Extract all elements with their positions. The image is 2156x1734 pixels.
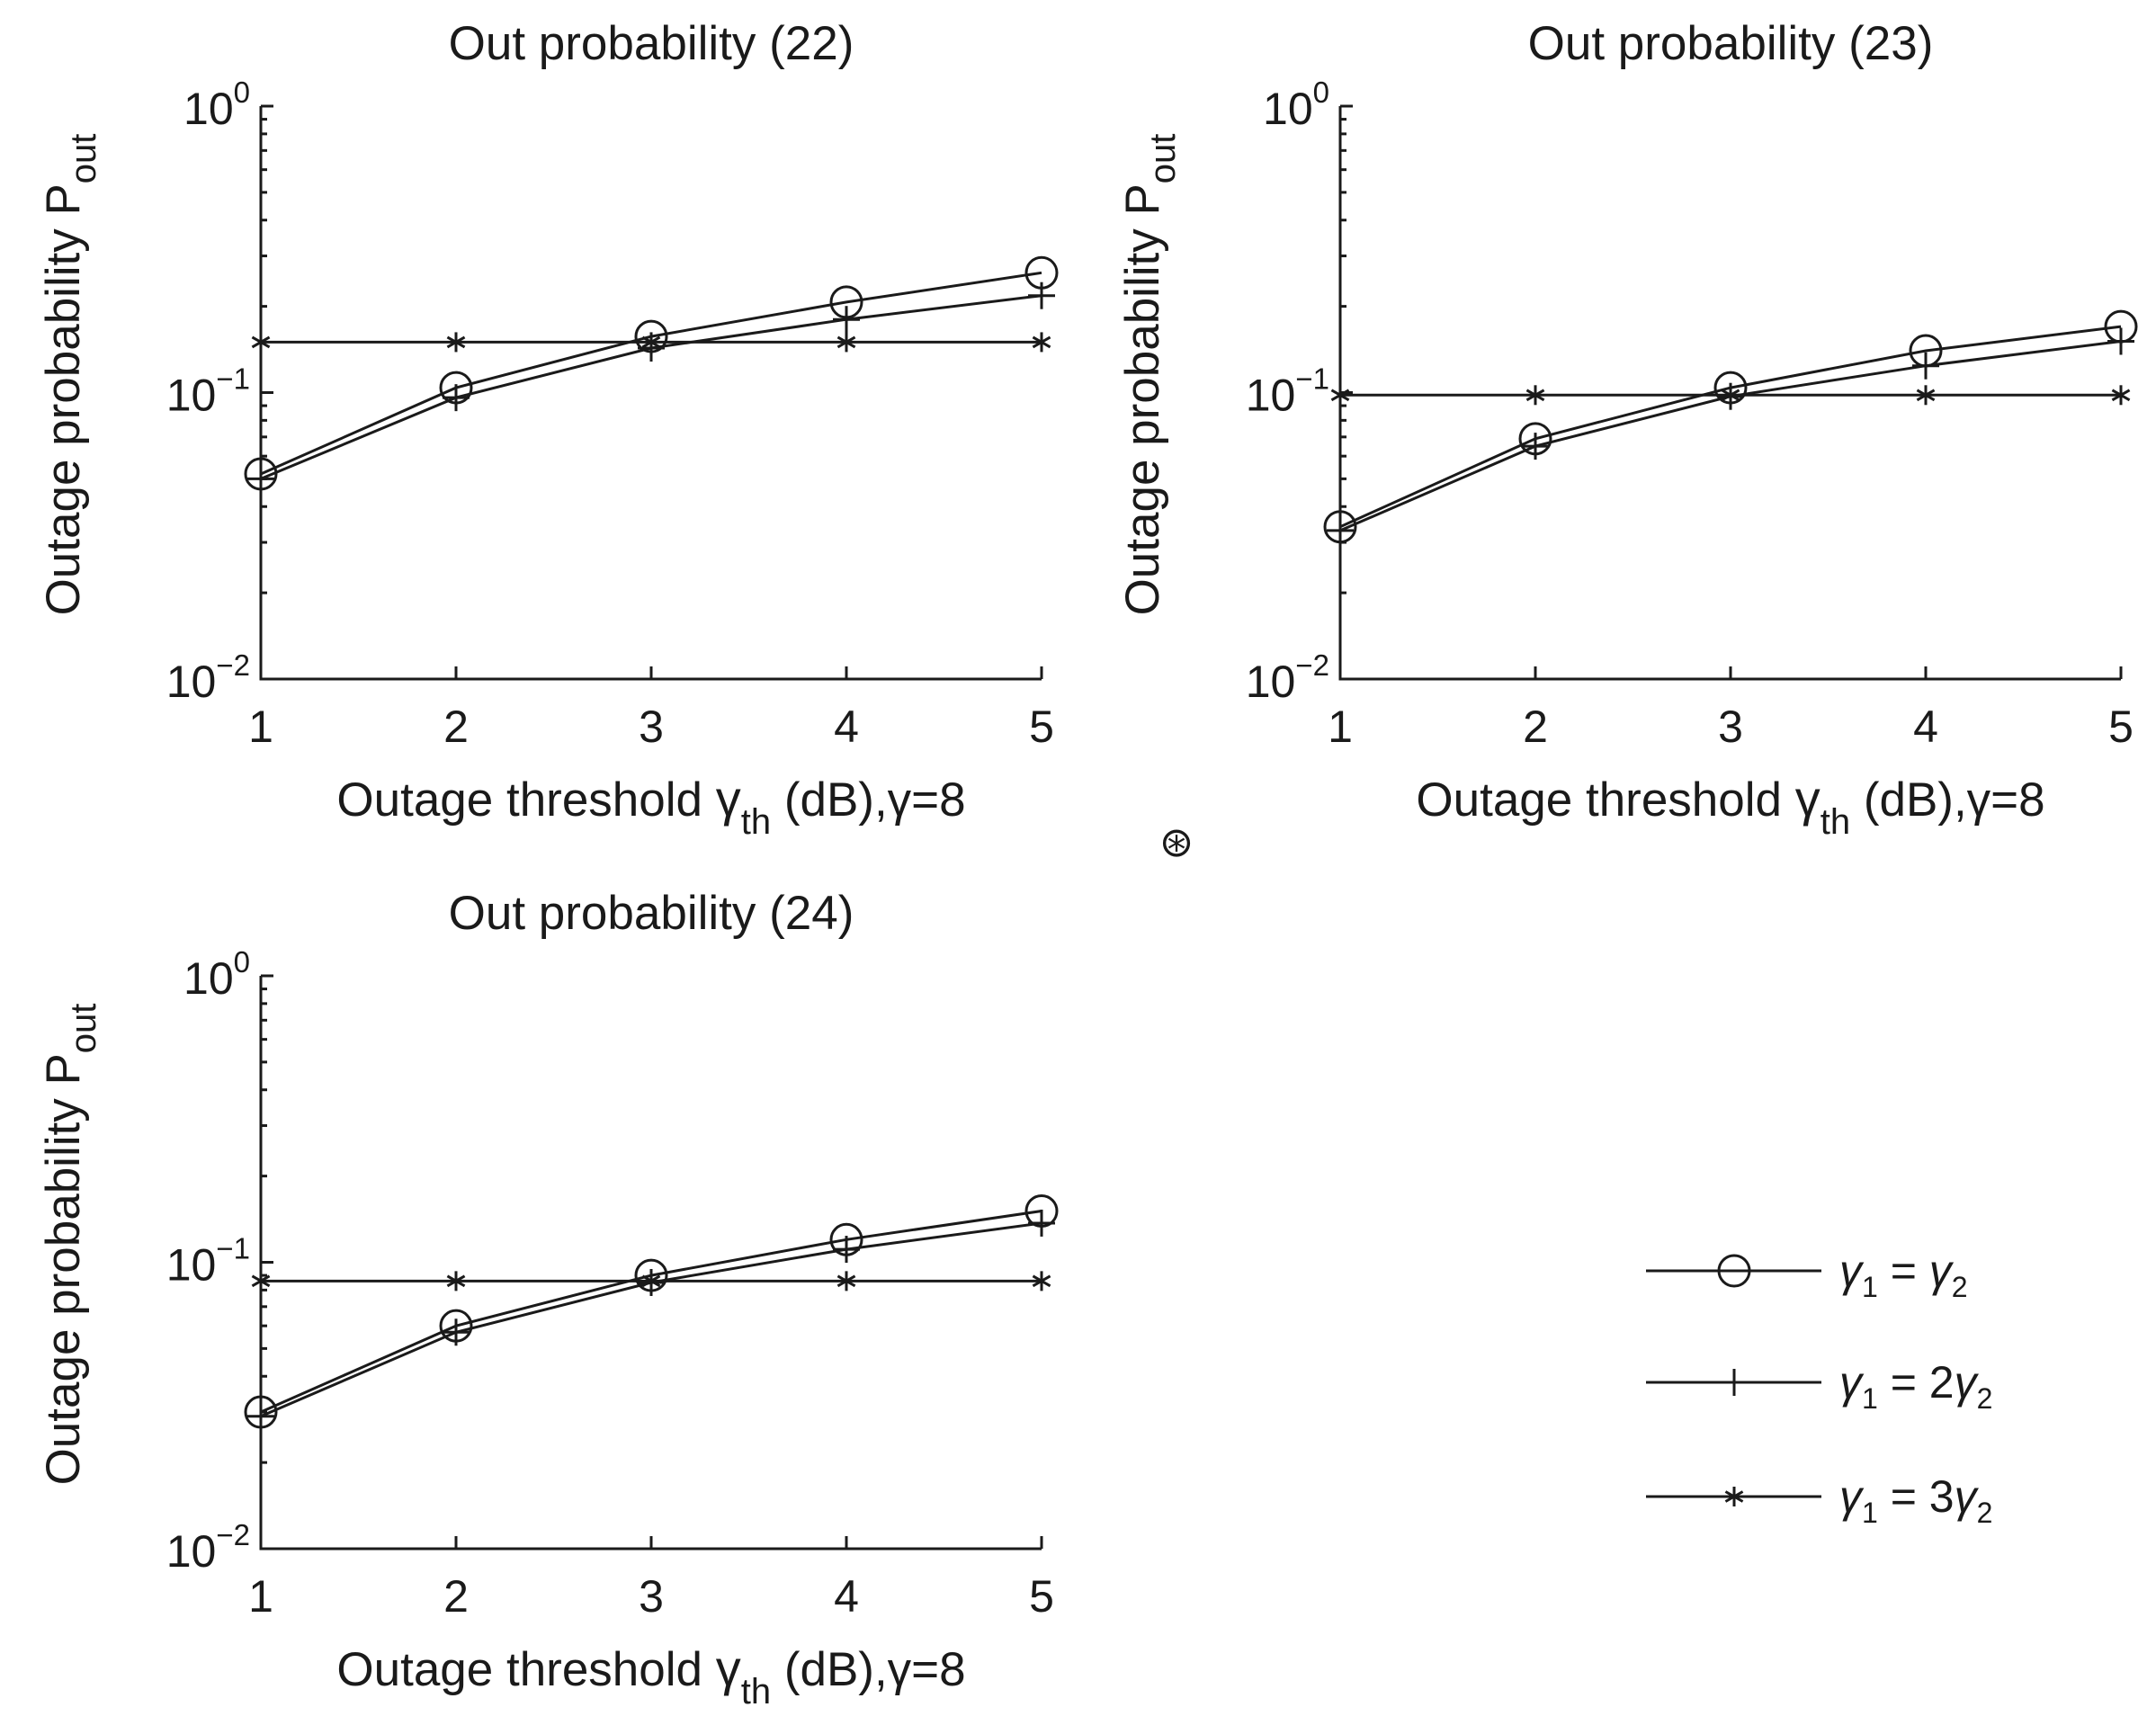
series-plus bbox=[247, 282, 1055, 493]
y-tick-label: 10−1 bbox=[166, 1232, 250, 1291]
data-point bbox=[836, 332, 856, 353]
subplot-1: 1 2 3 4 5 10−2 10−1 100 Out probability (22) Outa… bbox=[37, 17, 1059, 842]
y-tick-label: 100 bbox=[1263, 76, 1329, 134]
y-tick-label: 10−1 bbox=[166, 362, 250, 421]
series-line bbox=[260, 1221, 1042, 1418]
data-point bbox=[1327, 516, 1354, 544]
data-point bbox=[443, 384, 470, 412]
data-point bbox=[2111, 385, 2131, 406]
data-point bbox=[1525, 385, 1545, 406]
legend-marker bbox=[1724, 1487, 1744, 1506]
x-tick-label: 4 bbox=[834, 702, 859, 752]
data-point bbox=[1330, 385, 1350, 406]
x-tick-label: 3 bbox=[639, 702, 664, 752]
series-line bbox=[1339, 340, 2122, 532]
data-point bbox=[1912, 352, 1939, 380]
x-axis-label: Outage threshold γth (dB),γ=8 bbox=[336, 770, 965, 842]
data-point bbox=[446, 332, 466, 353]
data-point bbox=[1028, 1209, 1055, 1237]
data-point bbox=[1721, 385, 1740, 406]
data-point bbox=[833, 306, 860, 334]
x-tick-label: 1 bbox=[248, 702, 273, 752]
x-tick-label: 5 bbox=[2108, 702, 2134, 752]
series-circle bbox=[244, 1193, 1059, 1429]
data-point bbox=[1916, 385, 1936, 406]
legend-marker bbox=[1717, 1254, 1751, 1288]
axis-box bbox=[259, 106, 1042, 681]
legend-label: γ1 = 3γ2 bbox=[1839, 1471, 1992, 1529]
y-axis-label: Outage probability Pout bbox=[37, 1004, 103, 1486]
data-point bbox=[251, 1271, 271, 1292]
y-axis-label: Outage probability Pout bbox=[1116, 134, 1183, 616]
series-line bbox=[260, 1210, 1042, 1414]
y-axis-label: Outage probability Pout bbox=[37, 134, 103, 616]
axis-box bbox=[259, 976, 1042, 1551]
series-plus bbox=[1327, 327, 2134, 544]
legend-entry-star: γ1 = 3γ2 bbox=[1646, 1471, 1992, 1529]
subplot-2: 1 2 3 4 5 10−2 10−1 100 Out probability (23) Outa… bbox=[1116, 17, 2138, 842]
subplot-3: 1 2 3 4 5 10−2 10−1 100 Out probability (24) Outa… bbox=[37, 887, 1059, 1712]
legend: γ1 = γ2 γ1 = 2γ2 γ1 = 3γ2 bbox=[1646, 1246, 1992, 1529]
series-circle bbox=[244, 255, 1059, 491]
subplot-title: Out probability (24) bbox=[449, 887, 854, 940]
y-tick-label: 100 bbox=[183, 945, 250, 1004]
data-point bbox=[446, 1271, 466, 1292]
series-star bbox=[251, 1271, 1051, 1292]
series-line bbox=[260, 294, 1042, 480]
data-point bbox=[2107, 327, 2134, 355]
x-axis-label: Outage threshold γth (dB),γ=8 bbox=[1416, 770, 2044, 842]
data-point bbox=[1032, 1271, 1051, 1292]
x-tick-label: 2 bbox=[443, 1571, 469, 1622]
y-tick-label: 100 bbox=[183, 76, 250, 134]
data-point bbox=[1522, 433, 1549, 460]
legend-label: γ1 = γ2 bbox=[1839, 1246, 1968, 1303]
y-tick-label: 10−2 bbox=[1246, 648, 1329, 707]
legend-entry-plus: γ1 = 2γ2 bbox=[1646, 1357, 1992, 1415]
legend-entry-circle: γ1 = γ2 bbox=[1646, 1246, 1968, 1303]
x-tick-label: 1 bbox=[248, 1571, 273, 1622]
series-circle bbox=[1323, 309, 2138, 544]
y-tick-label: 10−2 bbox=[166, 1518, 250, 1577]
y-tick-label: 10−2 bbox=[166, 648, 250, 707]
data-point bbox=[833, 1236, 860, 1264]
x-tick-label: 2 bbox=[443, 702, 469, 752]
x-axis-label: Outage threshold γth (dB),γ=8 bbox=[336, 1640, 965, 1712]
x-tick-label: 4 bbox=[834, 1571, 859, 1622]
data-point bbox=[836, 1271, 856, 1292]
data-point bbox=[247, 465, 274, 493]
series-star bbox=[251, 332, 1051, 353]
x-tick-label: 2 bbox=[1523, 702, 1548, 752]
data-point bbox=[251, 332, 271, 353]
data-point bbox=[247, 1402, 274, 1430]
x-tick-label: 3 bbox=[1718, 702, 1743, 752]
series-line bbox=[260, 271, 1042, 476]
data-point bbox=[443, 1318, 470, 1346]
data-point bbox=[641, 1271, 661, 1292]
stray-symbol: ⊛ bbox=[1159, 818, 1194, 865]
data-point bbox=[1028, 282, 1055, 309]
data-point bbox=[1032, 332, 1051, 353]
series-plus bbox=[247, 1209, 1055, 1430]
x-tick-label: 3 bbox=[639, 1571, 664, 1622]
x-tick-label: 1 bbox=[1328, 702, 1353, 752]
x-tick-label: 5 bbox=[1029, 1571, 1054, 1622]
subplot-title: Out probability (22) bbox=[449, 17, 854, 70]
x-tick-label: 5 bbox=[1029, 702, 1054, 752]
series-star bbox=[1330, 385, 2131, 406]
data-point bbox=[641, 332, 661, 353]
y-tick-label: 10−1 bbox=[1246, 362, 1329, 421]
legend-marker bbox=[1721, 1369, 1748, 1396]
legend-label: γ1 = 2γ2 bbox=[1839, 1357, 1992, 1415]
x-tick-label: 4 bbox=[1913, 702, 1938, 752]
subplot-title: Out probability (23) bbox=[1528, 17, 1934, 70]
